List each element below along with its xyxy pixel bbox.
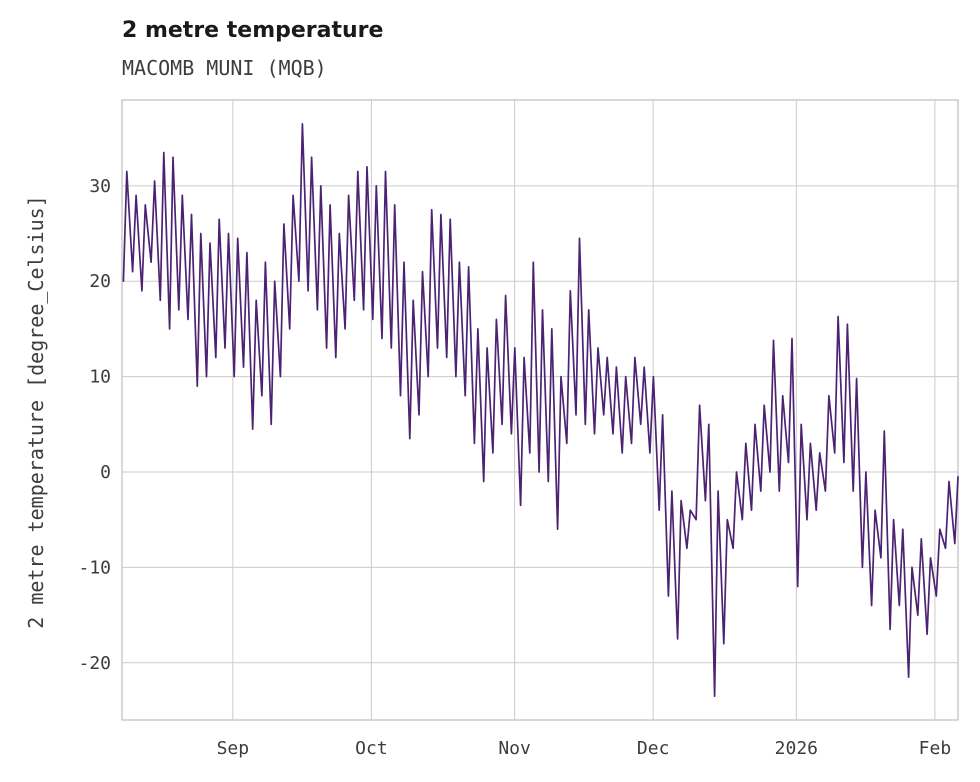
chart-title: 2 metre temperature [122,18,384,43]
plot-border [121,99,959,721]
tick-label-y: -10 [78,557,111,578]
tick-label-y: 0 [100,462,111,483]
tick-label-x: Feb [919,738,952,759]
tick-label-x: Dec [637,738,670,759]
tick-label-y: 30 [89,176,111,197]
y-axis-label: 2 metre temperature [degree_Celsius] [24,195,48,629]
tick-label-y: 20 [89,271,111,292]
temperature-line [122,122,959,698]
tick-label-x: Oct [355,738,388,759]
tick-label-x: Sep [217,738,250,759]
chart-subtitle: MACOMB MUNI (MQB) [122,56,327,80]
tick-label-y: 10 [89,367,111,388]
tick-label-y: -20 [78,653,111,674]
tick-label-x: Nov [498,738,531,759]
tick-label-x: 2026 [775,738,818,759]
